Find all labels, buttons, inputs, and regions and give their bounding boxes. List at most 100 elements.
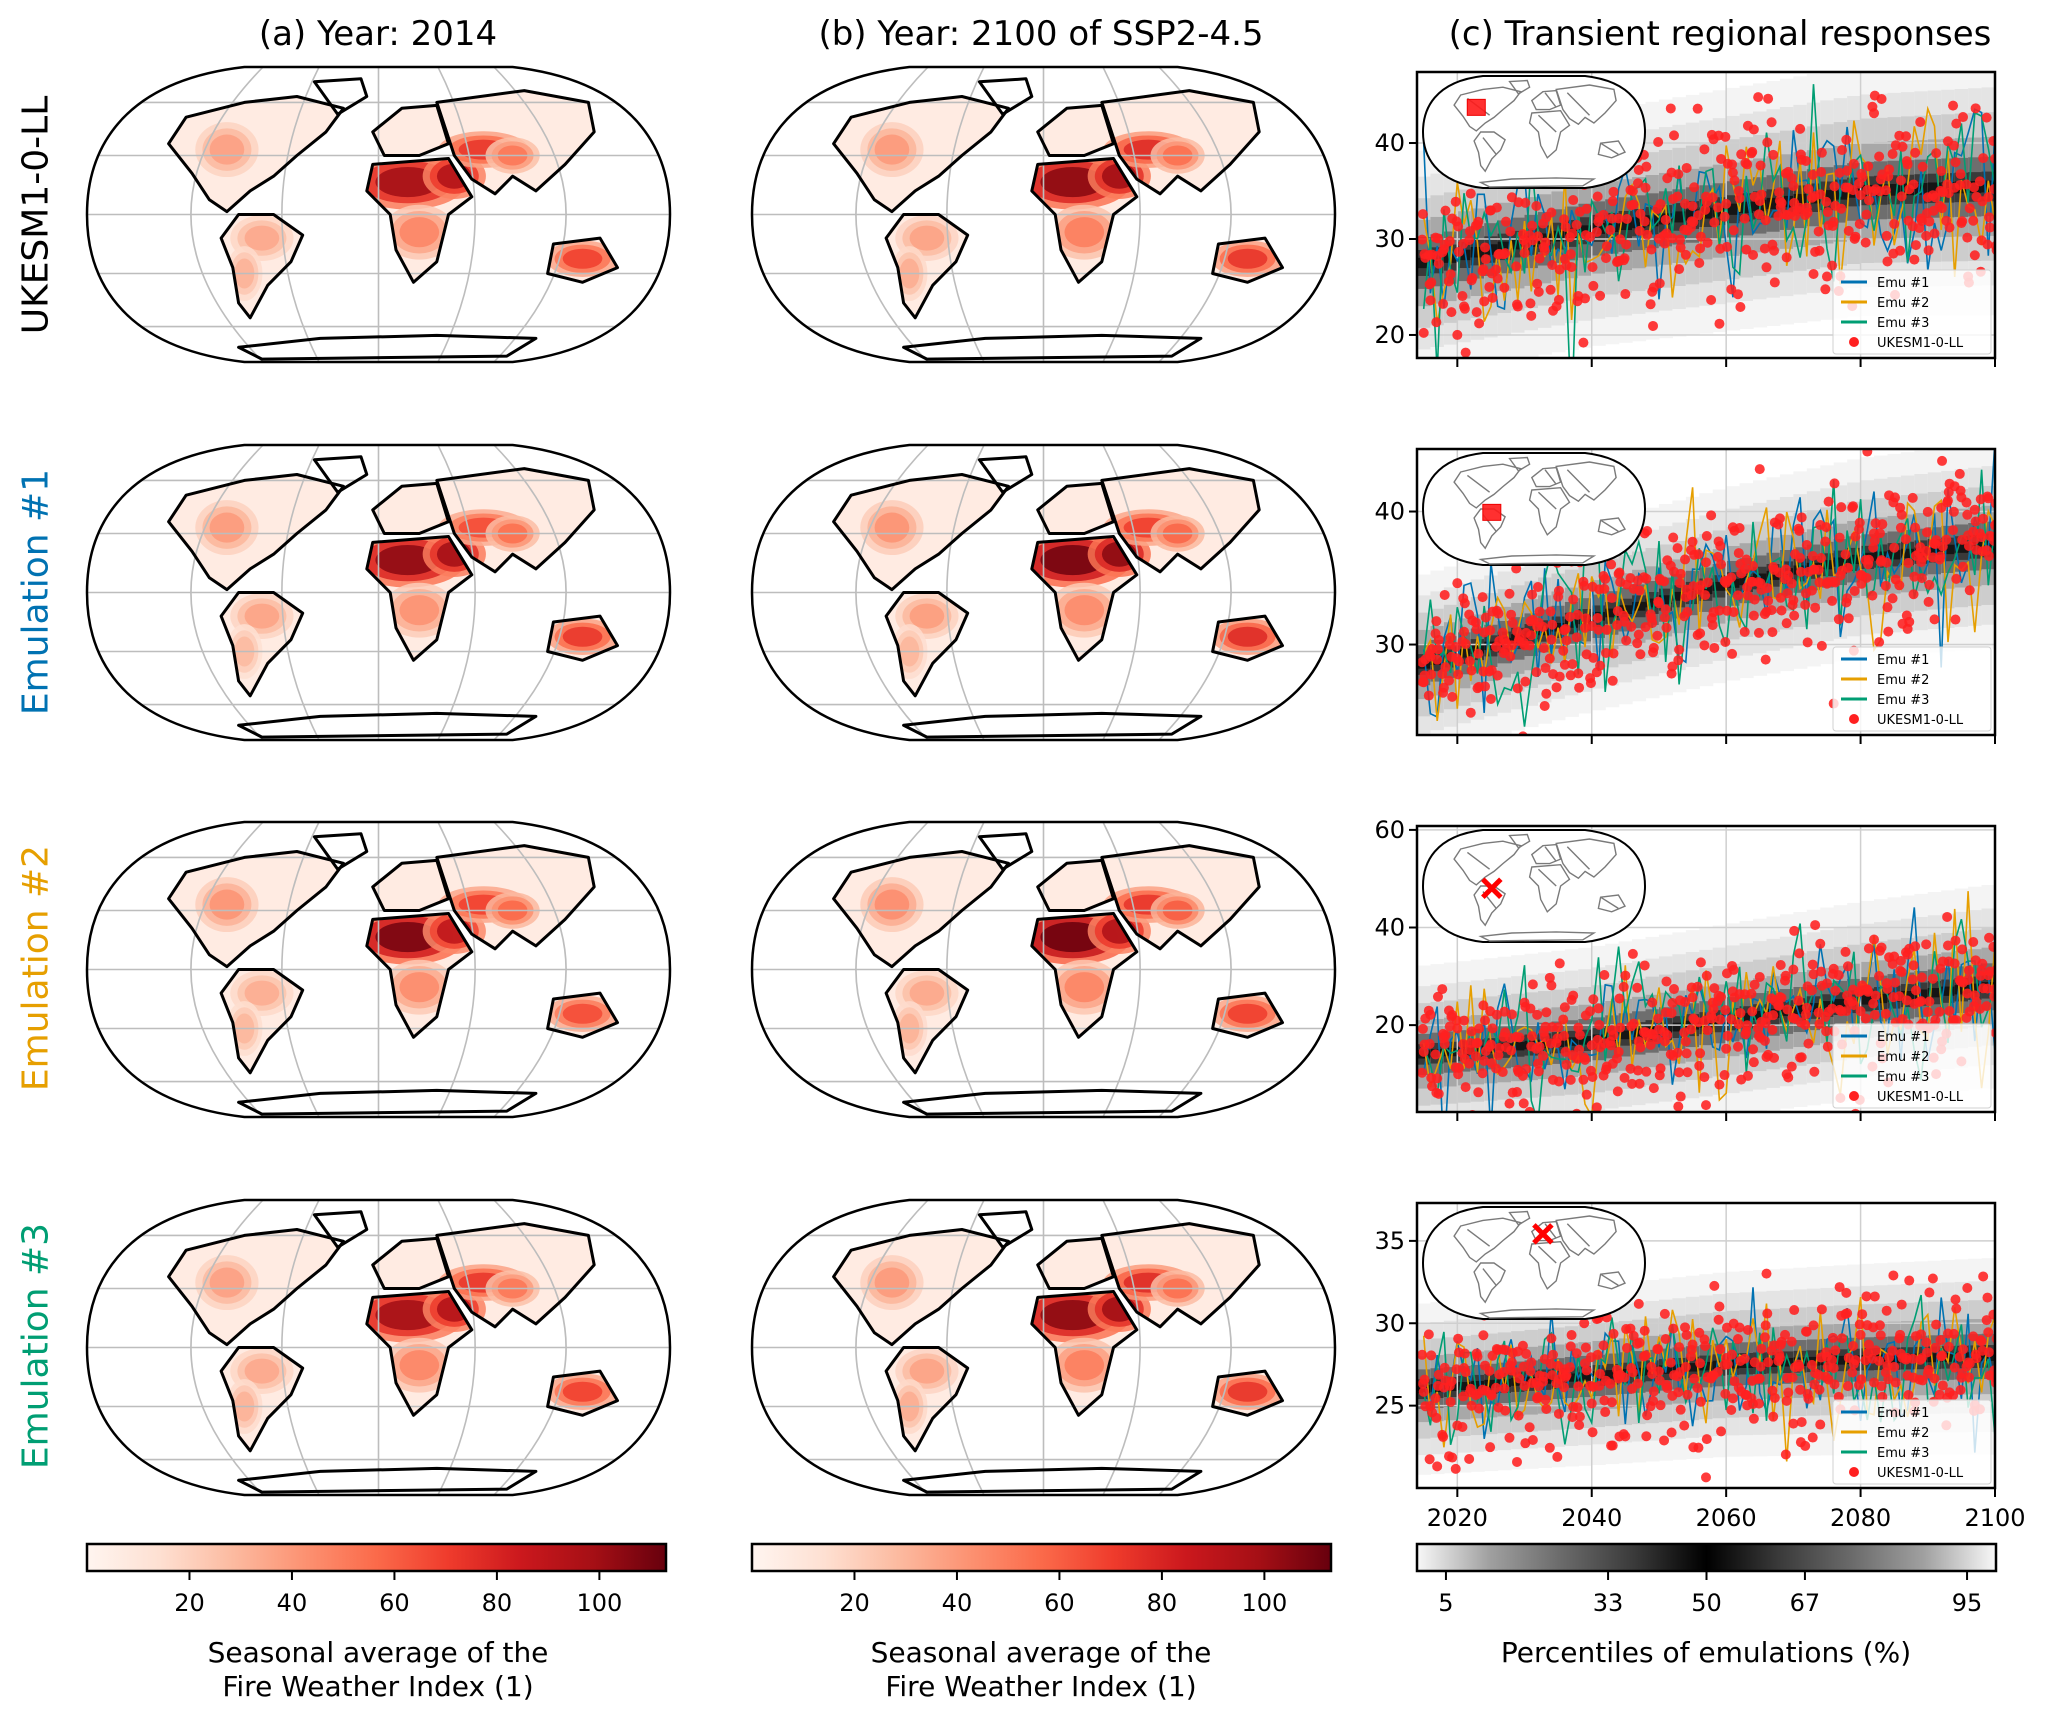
- ukesm-point: [1438, 298, 1449, 309]
- ukesm-point: [1754, 464, 1765, 475]
- percentile-slice: [1766, 1358, 1781, 1368]
- continent-greenland: [314, 78, 367, 115]
- ukesm-point: [1760, 654, 1771, 665]
- ukesm-point: [1682, 606, 1693, 617]
- ukesm-point: [1877, 519, 1888, 530]
- ukesm-point: [1808, 1320, 1819, 1331]
- ukesm-point: [1519, 1380, 1530, 1391]
- ukesm-point: [1701, 970, 1712, 981]
- ukesm-point: [1606, 559, 1617, 570]
- ukesm-point: [1989, 184, 1995, 195]
- percentile-slice: [1551, 622, 1566, 632]
- ukesm-point: [1660, 214, 1671, 225]
- axes-frame: [1415, 447, 1997, 737]
- coastline-south-america: [884, 213, 970, 320]
- ukesm-point: [1789, 610, 1800, 621]
- ukesm-point: [1910, 240, 1921, 251]
- percentile-slice: [1564, 1373, 1579, 1382]
- ukesm-point: [1665, 1357, 1676, 1368]
- ukesm-point: [1669, 984, 1680, 995]
- ukesm-point: [1574, 1029, 1585, 1040]
- ukesm-point: [1794, 1361, 1805, 1372]
- percentile-slice: [1927, 182, 1942, 195]
- ukesm-point: [1982, 983, 1993, 994]
- percentile-slice: [1632, 217, 1647, 229]
- ukesm-point: [1587, 1427, 1598, 1438]
- ukesm-point: [1459, 1015, 1470, 1026]
- ukesm-point: [1950, 614, 1961, 625]
- ukesm-point: [1806, 1359, 1817, 1370]
- ukesm-point: [1881, 557, 1892, 568]
- map-a-row-4: [85, 1198, 672, 1497]
- ukesm-point: [1561, 1059, 1572, 1070]
- coastline-africa: [1030, 1290, 1139, 1417]
- legend-box: [1832, 1399, 1992, 1485]
- percentile-slice: [1497, 241, 1512, 253]
- ukesm-point: [1780, 1449, 1791, 1460]
- y-tick-label: 30: [1374, 631, 1405, 659]
- ukesm-point: [1810, 602, 1821, 613]
- percentile-slice: [1578, 1372, 1593, 1381]
- ukesm-point: [1889, 542, 1900, 553]
- coastline-australia: [546, 236, 619, 284]
- ukesm-point: [1453, 656, 1464, 667]
- percentile-slice: [1470, 1380, 1485, 1389]
- ukesm-point: [1574, 682, 1585, 693]
- percentile-slice: [1497, 1378, 1512, 1387]
- inset-region-africa: [1528, 109, 1571, 159]
- ukesm-point: [1766, 605, 1777, 616]
- axes-frame: [1415, 70, 1997, 360]
- ukesm-point: [1581, 1365, 1592, 1376]
- ukesm-point: [1795, 1384, 1806, 1395]
- x-tick-label: 2100: [1964, 1504, 2025, 1532]
- map-body: [752, 445, 1335, 740]
- ukesm-point: [1484, 1365, 1495, 1376]
- fwi-hotspot: [562, 1381, 603, 1402]
- ukesm-point: [1457, 291, 1468, 302]
- ukesm-point: [1608, 1030, 1619, 1041]
- coastline-greenland: [977, 832, 1034, 871]
- ukesm-point: [1769, 1392, 1780, 1403]
- ukesm-point: [1728, 225, 1739, 236]
- ukesm-point: [1766, 117, 1777, 128]
- ukesm-point: [1776, 992, 1787, 1003]
- ukesm-point: [1491, 1009, 1502, 1020]
- ukesm-point: [1861, 209, 1872, 220]
- ukesm-point: [1728, 607, 1739, 618]
- ukesm-point: [1430, 1393, 1441, 1404]
- meridian-line: [1102, 822, 1141, 1117]
- coastline-australia: [546, 614, 619, 662]
- legend-label: Emu #2: [1877, 296, 1929, 311]
- ukesm-point: [1586, 1398, 1597, 1409]
- map-frame: [85, 820, 672, 1119]
- ukesm-point: [1627, 1367, 1638, 1378]
- ukesm-point: [1794, 202, 1805, 213]
- ukesm-point: [1444, 236, 1455, 247]
- inset-region-africa: [1528, 1240, 1571, 1290]
- ukesm-point: [1753, 1398, 1764, 1409]
- ukesm-point: [1727, 1349, 1738, 1360]
- ukesm-point: [1735, 302, 1746, 313]
- x-tick-label: 2020: [1427, 1504, 1488, 1532]
- ukesm-point: [1816, 966, 1827, 977]
- coastline-asia: [1100, 844, 1261, 951]
- ukesm-point: [1847, 1367, 1858, 1378]
- percentile-slice: [1833, 557, 1848, 567]
- ukesm-point: [1578, 1074, 1589, 1085]
- ukesm-point: [1948, 1328, 1959, 1339]
- inset-region-europe: [1530, 466, 1562, 488]
- ukesm-point: [1841, 134, 1852, 145]
- ukesm-point: [1982, 1292, 1993, 1303]
- ukesm-point: [1806, 585, 1817, 596]
- ukesm-point: [1863, 1339, 1874, 1350]
- ukesm-point: [1620, 970, 1631, 981]
- ukesm-point: [1635, 649, 1646, 660]
- ukesm-point: [1748, 610, 1759, 621]
- y-tick-label: 40: [1374, 129, 1405, 157]
- ukesm-point: [1438, 1431, 1449, 1442]
- meridian-line: [493, 445, 567, 740]
- ukesm-point: [1762, 137, 1773, 148]
- fwi-hotspot: [1227, 248, 1268, 269]
- continent-greenland: [314, 1211, 367, 1248]
- fwi-hotspot: [1227, 626, 1268, 647]
